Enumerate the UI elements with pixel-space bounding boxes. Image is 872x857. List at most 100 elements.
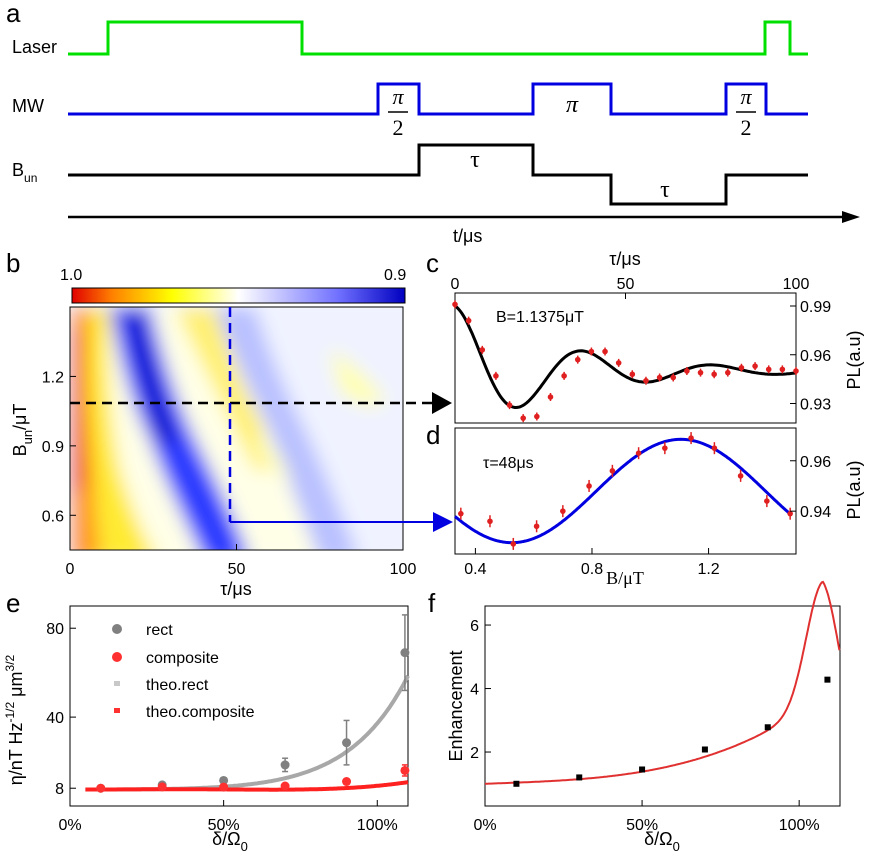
panel-c-data-point (643, 377, 649, 384)
panel-f-x-tick-label: 0% (473, 817, 496, 834)
panel-e-x-tick-label: 50% (208, 817, 240, 834)
panel-e-data-point-rect (219, 775, 229, 785)
panel-d-data-point (586, 483, 592, 489)
legend-marker-composite (112, 652, 122, 662)
heatmap-ylabel-sub: un (20, 430, 35, 444)
panel-c-data-point (711, 371, 717, 378)
panel-c-data-point (670, 374, 677, 381)
panel-d: d 0.4 0.8 1.2 0.94 0.96 τ=48μs B/μT PL(a.u) (426, 420, 864, 588)
laser-row-label: Laser (12, 37, 57, 57)
colorbar-max-label: 0.9 (384, 267, 406, 284)
panel-d-data-point (662, 445, 668, 451)
heatmap-x-tick-label: 50 (228, 561, 246, 578)
legend-label-rect: rect (146, 622, 173, 639)
panel-f-xlabel-sub: 0 (673, 839, 680, 854)
bun-pulse-label-tau-1: τ (470, 147, 480, 173)
panel-c-data-point (793, 368, 799, 374)
panel-e-data-point-composite (96, 783, 106, 793)
panel-d-ylabel: PL(a.u) (844, 460, 864, 519)
panel-e-ylabel: η/nT Hz-1/2 μm3/2 (3, 654, 26, 785)
panel-d-xlabel: B/μT (606, 568, 644, 588)
panel-c-data-point (452, 301, 458, 308)
panel-c-data-point (561, 373, 567, 379)
panel-e-data-point-composite (157, 782, 167, 792)
panel-c-data-point (615, 360, 622, 366)
heatmap-y-tick-label: 0.6 (42, 508, 64, 525)
panel-letter-d: d (426, 420, 440, 450)
panel-d-data-point (711, 445, 718, 451)
panel-f-data-point (701, 746, 708, 753)
panel-f-x-tick-label: 50% (626, 817, 658, 834)
bun-row-label-sub: un (24, 171, 37, 185)
mw-pulse-label-pi: π (566, 92, 579, 118)
mw-row-label: MW (12, 96, 44, 116)
panel-e-data-point-rect (280, 760, 290, 770)
legend-label-theo.rect: theo.rect (146, 677, 209, 694)
panel-c-data-point (697, 369, 704, 376)
panel-d-data-point (609, 468, 616, 474)
panel-f-xlabel-main: δ/Ω (644, 829, 672, 849)
panel-c-data-point (506, 402, 513, 408)
panel-d-data-point (635, 450, 642, 457)
panel-b: b 1.0 0.9 (6, 248, 453, 599)
pi-half-2-num: π (740, 84, 752, 109)
panel-d-data-point (688, 435, 694, 441)
panel-e: e 0% 50% 100% 8 40 80 rect composite theo.rect t… (3, 588, 410, 854)
heatmap-image (70, 307, 403, 550)
panel-f-y-tick-label: 4 (470, 682, 479, 699)
legend-marker-theo.composite (114, 708, 120, 713)
mw-pulse-label-pi-half-1: π 2 (388, 84, 408, 140)
panel-e-data-point-rect (400, 648, 410, 658)
panel-c-y-tick-label: 0.93 (800, 397, 831, 414)
panel-e-ylabel-sup1: -1/2 (3, 702, 17, 723)
panel-c-data-point (738, 364, 745, 371)
arrow-to-panel-c (432, 392, 452, 414)
bun-row-label: Bun (12, 160, 37, 185)
panel-d-data-point (737, 473, 744, 479)
panel-f-y-tick-label: 6 (470, 618, 479, 635)
heatmap-ylabel-main: B (10, 444, 30, 456)
panel-f-frame (484, 605, 841, 807)
time-axis-arrowhead (842, 211, 860, 223)
heatmap-ylabel: Bun/μT (10, 404, 35, 457)
panel-d-frame (454, 427, 797, 555)
heatmap-xlabel: τ/μs (220, 579, 251, 599)
panel-c-xlabel: τ/μs (609, 249, 640, 269)
panel-e-data-point-composite (400, 765, 410, 775)
heatmap-y-tick-label: 0.9 (42, 439, 64, 456)
panel-e-xlabel: δ/Ω0 (212, 829, 248, 854)
panel-c-data-point (684, 368, 690, 374)
panel-c-data-point (493, 373, 499, 379)
pi-half-1-den: 2 (393, 115, 404, 140)
bun-pulse-trace (68, 143, 808, 206)
panel-d-y-tick-label: 0.96 (800, 454, 831, 471)
panel-e-theo-composite-curve (85, 780, 409, 792)
panel-c-x-tick-label: 100 (783, 276, 810, 293)
panel-letter-b: b (6, 248, 20, 278)
panel-c-data-point (588, 348, 595, 355)
panel-d-data-point (764, 498, 770, 504)
colorbar (71, 287, 406, 304)
panel-c-data-point (656, 374, 663, 381)
panel-c-ylabel: PL(a.u) (844, 330, 864, 389)
panel-f-data-point (639, 766, 646, 773)
panel-c-data-point (765, 366, 772, 373)
panel-c-x-tick-label: 50 (617, 276, 635, 293)
pi-half-1-num: π (392, 84, 404, 109)
legend-marker-theo.rect (114, 681, 120, 686)
panel-e-x-tick-label: 0% (58, 817, 81, 834)
panel-f-data-point (824, 676, 831, 683)
panel-c-data-point (725, 369, 731, 376)
bun-row-label-main: B (12, 160, 24, 180)
panel-f-x-tick-label: 100% (779, 817, 820, 834)
arrow-to-panel-d (433, 512, 453, 532)
panel-e-x-tick-label: 100% (357, 817, 398, 834)
panel-e-xlabel-main: δ/Ω (212, 829, 240, 849)
panel-e-theo-rect-curve (85, 674, 410, 792)
panel-letter-a: a (6, 0, 21, 28)
panel-c-data-point (629, 371, 636, 378)
panel-c-data-point (574, 356, 581, 363)
panel-e-frame (69, 605, 409, 807)
panel-letter-e: e (6, 588, 20, 618)
